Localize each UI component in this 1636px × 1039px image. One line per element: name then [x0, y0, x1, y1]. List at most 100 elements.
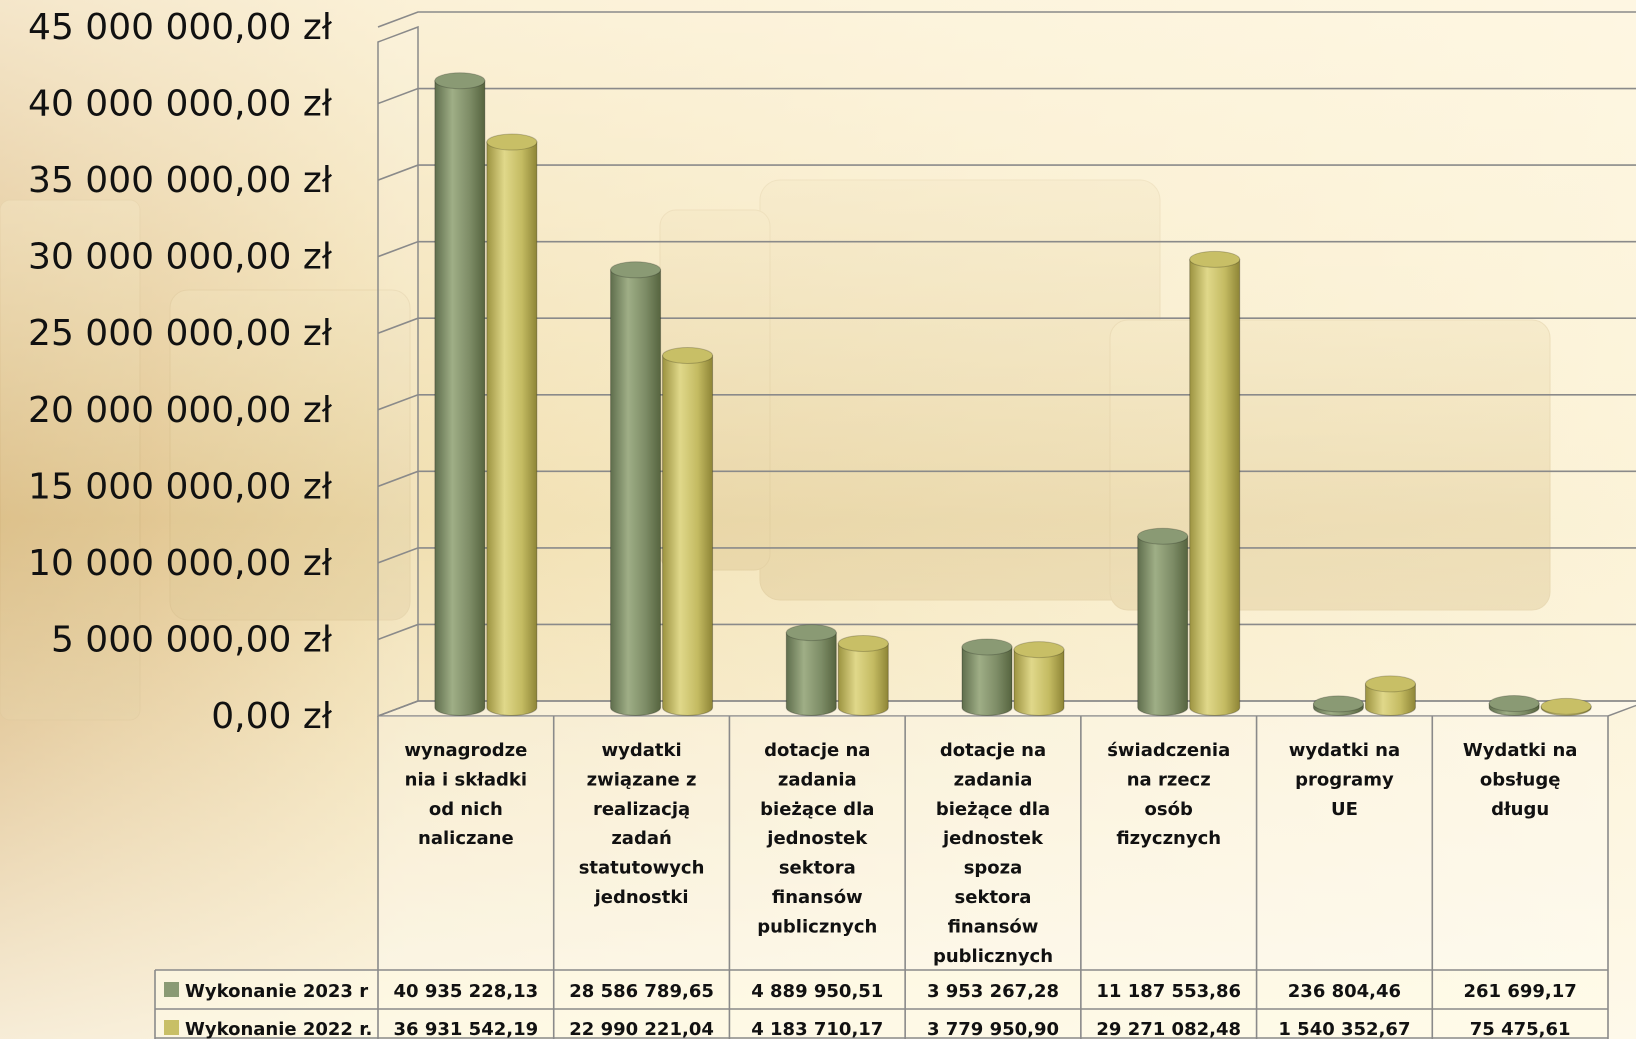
category-label-line: długu [1491, 799, 1549, 820]
category-label-line: fizycznych [1116, 828, 1221, 849]
side-wall [378, 27, 418, 716]
data-label: 3 953 267,28 [927, 981, 1059, 1002]
category-label-line: sektora [955, 887, 1032, 908]
category-label-line: bieżące dla [936, 799, 1050, 820]
bar [611, 262, 661, 716]
y-tick-label: 45 000 000,00 zł [28, 7, 333, 48]
bar-top [1541, 698, 1591, 714]
bar-top [1313, 696, 1363, 712]
bar-body [1138, 536, 1188, 715]
gridlines [378, 12, 1636, 716]
bar [962, 639, 1012, 716]
category-label-line: zadania [954, 769, 1033, 790]
bar-top [962, 639, 1012, 655]
bar [1014, 642, 1064, 716]
category-label-line: naliczane [418, 828, 514, 849]
y-tick-label: 15 000 000,00 zł [28, 466, 333, 507]
bar [1541, 698, 1591, 715]
gridline [378, 89, 1636, 104]
category-label-line: wydatki [602, 740, 682, 761]
bar-body [838, 643, 888, 715]
bar-top [838, 635, 888, 651]
legend-key-2022 [164, 1020, 179, 1035]
category-label-line: obsługę [1480, 769, 1561, 790]
gridline [378, 548, 1636, 563]
bar [1489, 695, 1539, 715]
bar-top [663, 347, 713, 363]
bar-top [435, 73, 485, 89]
legend-key-2023 [164, 982, 179, 997]
category-label-line: dotacje na [940, 740, 1046, 761]
gridline [378, 624, 1636, 639]
data-label: 1 540 352,67 [1278, 1019, 1410, 1039]
bar-top [611, 262, 661, 278]
category-label-line: programy [1295, 769, 1394, 790]
y-tick-label: 0,00 zł [211, 696, 332, 737]
gridline [378, 318, 1636, 333]
category-label-line: Wydatki na [1463, 740, 1578, 761]
category-label-line: zadań [611, 828, 671, 849]
bar [1138, 528, 1188, 715]
y-axis-ticks: 0,00 zł 5 000 000,00 zł 10 000 000,00 zł 15… [28, 7, 333, 737]
bar [487, 134, 537, 715]
legend-label: Wykonanie 2022 r. [185, 1019, 372, 1039]
y-tick-label: 25 000 000,00 zł [28, 313, 333, 354]
bar-top [1489, 695, 1539, 711]
gridline [378, 12, 1636, 27]
category-label-line: od nich [429, 799, 503, 820]
data-label: 36 931 542,19 [394, 1019, 539, 1039]
y-tick-label: 10 000 000,00 zł [28, 543, 333, 584]
category-label-line: na rzecz [1127, 769, 1211, 790]
category-label-line: związane z [587, 769, 697, 790]
y-tick-label: 5 000 000,00 zł [51, 619, 333, 660]
y-tick-label: 30 000 000,00 zł [28, 237, 333, 278]
category-label-line: sektora [779, 858, 856, 879]
category-label-line: finansów [772, 887, 863, 908]
bar-body [663, 355, 713, 715]
bar [786, 625, 836, 716]
data-label: 4 183 710,17 [751, 1019, 883, 1039]
category-label-line: bieżące dla [760, 799, 874, 820]
category-label-line: publicznych [757, 916, 877, 937]
category-label-line: UE [1331, 799, 1358, 820]
category-label-line: wynagrodze [404, 740, 527, 761]
data-label: 22 990 221,04 [569, 1019, 714, 1039]
category-label-line: realizacją [593, 799, 690, 820]
bar [838, 635, 888, 715]
category-label-line: wydatki na [1289, 740, 1400, 761]
plot-walls [378, 27, 1636, 716]
category-label-line: spoza [964, 858, 1023, 879]
category-label-line: statutowych [579, 858, 705, 879]
data-label: 261 699,17 [1463, 981, 1576, 1002]
data-label: 40 935 228,13 [394, 981, 539, 1002]
data-label: 4 889 950,51 [751, 981, 883, 1002]
legend-label: Wykonanie 2023 r [185, 981, 368, 1002]
data-label: 3 779 950,90 [927, 1019, 1059, 1039]
bar-top [1365, 676, 1415, 692]
category-label-line: jednostek [766, 828, 868, 849]
bar-body [611, 270, 661, 716]
bar-body [487, 142, 537, 715]
category-label-line: dotacje na [764, 740, 870, 761]
category-label-line: osób [1145, 799, 1193, 820]
data-label: 75 475,61 [1470, 1019, 1571, 1039]
bar [663, 347, 713, 715]
y-tick-label: 35 000 000,00 zł [28, 160, 333, 201]
data-table: wynagrodze nia i składki od nich naliczane w… [155, 716, 1608, 1039]
data-label: 28 586 789,65 [569, 981, 714, 1002]
gridline [378, 242, 1636, 257]
category-label-line: zadania [778, 769, 857, 790]
bar-top [786, 625, 836, 641]
bar-top [1014, 642, 1064, 658]
category-label-line: jednostki [594, 887, 689, 908]
bar-top [1138, 528, 1188, 544]
bar-top [1190, 251, 1240, 267]
data-label: 11 187 553,86 [1096, 981, 1241, 1002]
bar [435, 73, 485, 716]
bar [1190, 251, 1240, 715]
gridline [378, 471, 1636, 486]
bar-top [487, 134, 537, 150]
category-label-line: finansów [948, 916, 1039, 937]
category-label-line: nia i składki [405, 769, 527, 790]
